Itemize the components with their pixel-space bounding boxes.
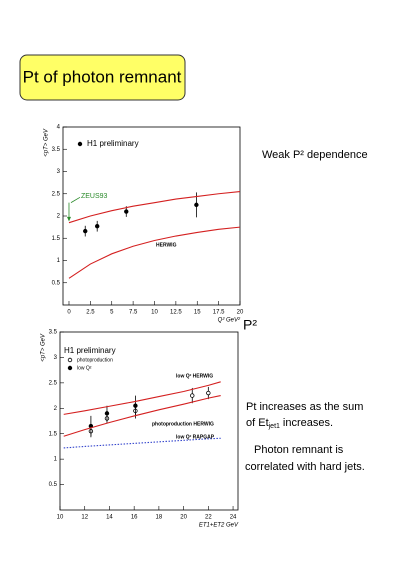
y-tick-label: 3.5 [49,330,58,336]
note: correlated with hard jets. [245,461,365,473]
x-tick-label: 10 [151,310,158,316]
x-tick-label: 20 [180,515,187,521]
note-subscript: jet1 [268,423,280,430]
curve [68,190,241,224]
y-tick-label: 3 [57,169,61,175]
x-tick-label: 15 [194,310,201,316]
curve [63,395,221,437]
curve [63,381,221,415]
x-tick-label: 14 [106,515,113,521]
y-tick-label: 2.5 [49,380,58,386]
y-tick-label: 1 [57,258,61,264]
x-tick-label: 12.5 [170,310,182,316]
data-point [190,393,195,398]
y-tick-label: 3.5 [52,147,61,153]
note: Weak P² dependence [262,149,368,161]
note: of Et [246,417,269,429]
slide-title: Pt of photon remnant [23,67,182,86]
legend-marker [77,141,83,147]
legend-label: H1 preliminary [87,139,139,148]
x-tick-label: 2.5 [86,310,95,316]
note: Pt increases as the sum [246,401,363,413]
x-tick-label: 24 [230,515,237,521]
x-tick-label: 12 [81,515,88,521]
y-tick-label: 1 [54,457,58,463]
curve [63,437,221,449]
x-tick-label: 18 [156,515,163,521]
curve-label: photoproduction HERWIG [152,421,214,427]
annotation-arrow [70,196,81,203]
plot-frame [59,331,239,511]
data-point [104,411,110,416]
curve-label: HERWIG [156,242,177,248]
y-tick-label: 0.5 [52,280,61,286]
x-tick-label: 7.5 [129,310,138,316]
note: of Etjet1 increases. [246,417,333,430]
note: increases. [283,417,333,429]
y-tick-label: 2 [57,214,61,220]
y-tick-label: 1.5 [52,236,61,242]
x-axis-label: ET1+ET2 GeV [199,523,239,529]
title-box [19,54,186,101]
x-tick-label: 5 [110,310,114,316]
data-point [95,224,100,229]
y-tick-label: 4 [57,125,61,131]
y-tick-label: 1.5 [49,431,58,437]
curve-label: low Q² RAPGAP [176,434,215,440]
data-point [124,209,129,214]
data-point [133,403,138,408]
legend-label: photoproduction [77,357,113,363]
data-point [83,228,88,234]
y-axis-label: <pT> GeV [41,333,47,362]
data-point [206,390,211,396]
legend-marker [67,365,73,371]
y-tick-label: 2 [54,406,58,412]
annotation: ZEUS93 [81,193,108,200]
y-tick-label: 3 [54,355,58,361]
annotation-arrowhead [66,216,71,222]
curve [68,226,241,279]
x-tick-label: 10 [57,515,64,521]
legend-title: H1 preliminary [64,346,116,355]
x-tick-label: 17.5 [213,310,225,316]
x-tick-label: 0 [67,310,71,316]
y-tick-label: 2.5 [52,191,61,197]
x-tick-label: 20 [237,310,244,316]
note: Photon remnant is [254,444,344,456]
x-tick-label: 22 [205,515,212,521]
legend-marker [67,357,73,363]
x-tick-label: 16 [131,515,138,521]
y-axis-label: <pT> GeV [44,128,50,157]
legend-label: low Q² [77,365,92,371]
p2-note: P² [243,317,257,333]
data-point [194,202,199,208]
curve-label: low Q² HERWIG [176,373,213,379]
y-tick-label: 0.5 [49,482,58,488]
x-axis-label: Q² GeV² [218,318,241,324]
